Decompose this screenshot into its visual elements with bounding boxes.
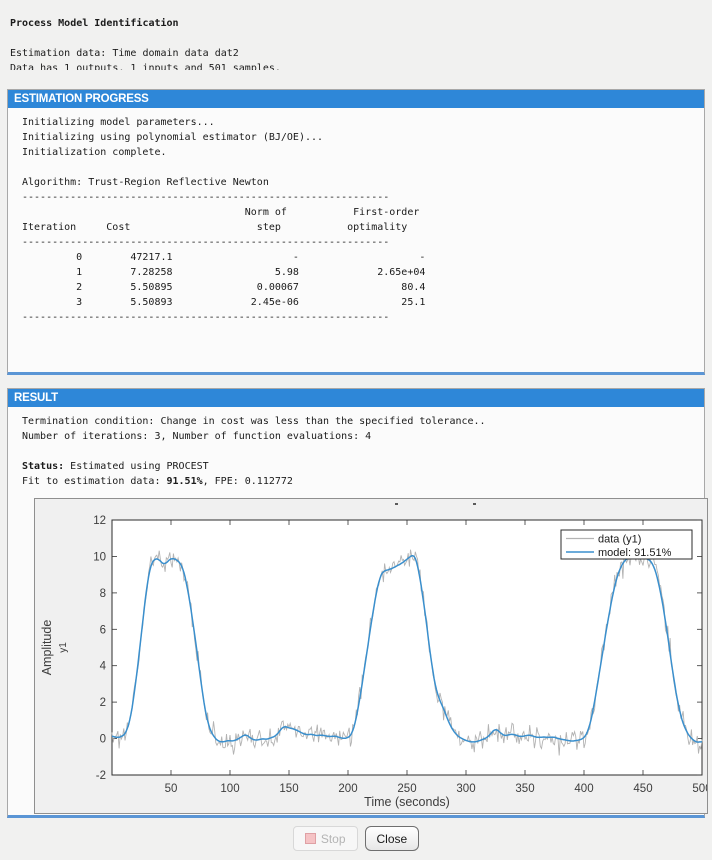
stop-button[interactable]: Stop [292,826,358,851]
svg-text:2: 2 [100,697,106,709]
svg-text:data (y1): data (y1) [598,534,641,546]
close-button[interactable]: Close [364,826,420,851]
status-value: Estimated using PROCEST [64,461,209,472]
fit-prefix: Fit to estimation data: [22,476,167,487]
svg-text:450: 450 [633,783,652,795]
model-fit-figure: 50 100 150 200 250 300 350 400 450 500 -2 0 2 4 6 8 10 12… [34,498,712,814]
x-axis-label: Time (seconds) [364,795,450,809]
clipped-title-remnant [395,503,476,505]
svg-text:10: 10 [93,551,106,563]
svg-text:500: 500 [692,783,707,795]
svg-text:250: 250 [397,783,416,795]
result-header: RESULT [8,389,704,407]
svg-text:300: 300 [456,783,475,795]
data-summary-line: Data has 1 outputs, 1 inputs and 501 sam… [10,63,281,70]
svg-text:12: 12 [93,515,106,527]
report-header: Process Model Identification Estimation … [10,16,702,70]
estimation-data-line: Estimation data: Time domain data dat2 [10,48,239,59]
result-panel: RESULT Termination condition: Change in … [7,388,712,818]
svg-text:8: 8 [100,588,106,600]
fit-line: Fit to estimation data: 91.51%, FPE: 0.1… [22,474,704,489]
svg-text:model: 91.51%: model: 91.51% [598,547,672,559]
y-axis-sublabel: y1 [58,642,69,653]
svg-text:50: 50 [165,783,178,795]
svg-text:100: 100 [220,783,239,795]
svg-text:6: 6 [100,624,106,636]
svg-text:150: 150 [279,783,298,795]
svg-text:-2: -2 [96,770,106,782]
termination-condition-line: Termination condition: Change in cost wa… [22,416,486,427]
estimation-progress-header: ESTIMATION PROGRESS [8,90,704,108]
status-label: Status: [22,461,65,472]
estimation-progress-log: Initializing model parameters... Initial… [22,117,426,323]
svg-text:400: 400 [574,783,593,795]
button-row: Stop Close [0,826,712,851]
fit-value: 91.51% [166,476,203,487]
svg-text:200: 200 [338,783,357,795]
page-title: Process Model Identification [10,18,179,29]
svg-text:0: 0 [100,734,106,746]
iterations-line: Number of iterations: 3, Number of funct… [22,431,372,442]
plot-legend: data (y1) model: 91.51% [560,529,693,560]
stop-icon [304,833,316,844]
fit-suffix: , FPE: 0.112772 [202,476,293,487]
spacer [22,444,704,459]
svg-text:350: 350 [515,783,534,795]
model-series-line [111,555,703,743]
stop-button-label: Stop [320,831,346,846]
status-line: Status: Estimated using PROCEST [22,459,704,474]
estimation-progress-panel: ESTIMATION PROGRESS Initializing model p… [7,89,705,375]
y-axis-label: Amplitude [40,620,54,676]
svg-text:4: 4 [100,661,107,673]
spacer [10,31,702,46]
fit-plot-svg: 50 100 150 200 250 300 350 400 450 500 -2 0 2 4 6 8 10 12… [40,503,712,809]
